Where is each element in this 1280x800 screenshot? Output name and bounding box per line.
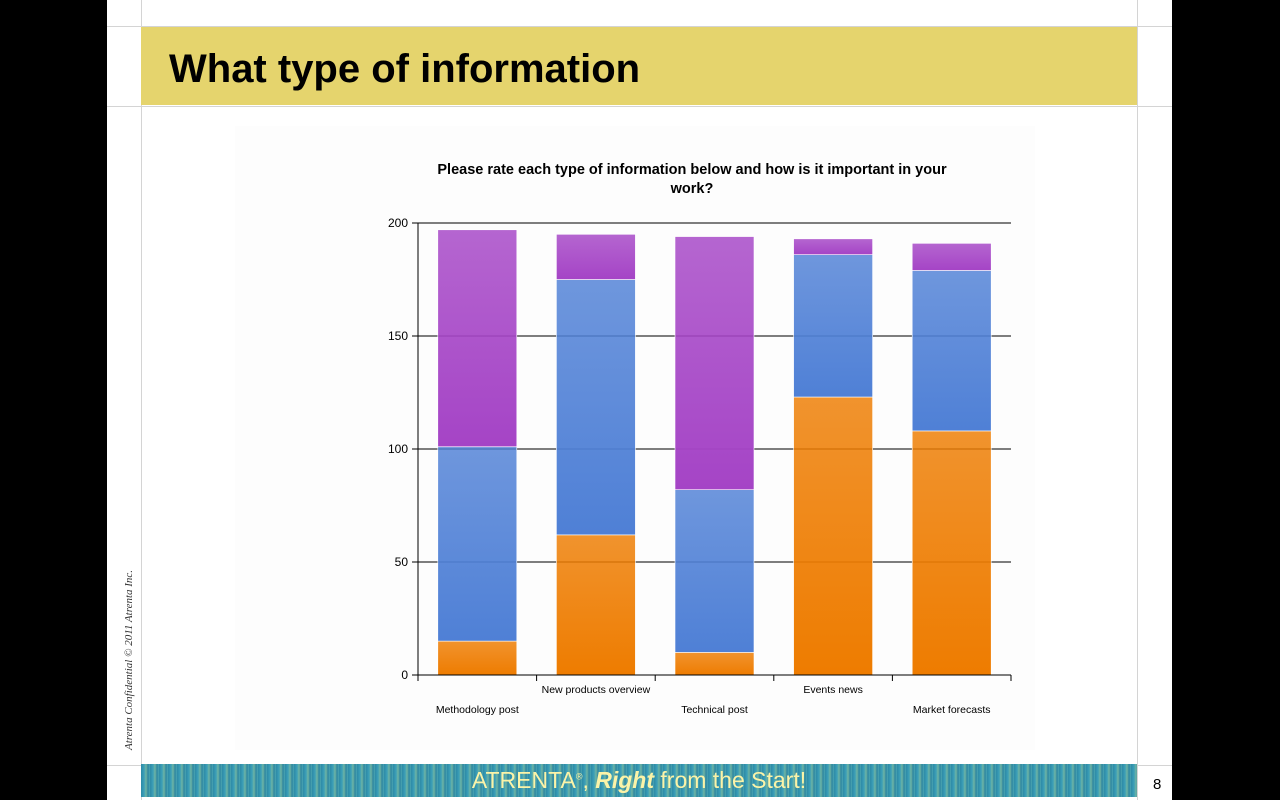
- guide-line-title: [107, 106, 1172, 107]
- bar-middle-4: [793, 254, 873, 398]
- bar-high-1: [437, 229, 518, 448]
- guide-line-top: [107, 26, 1172, 27]
- confidential-notice: Atrenta Confidential © 2011 Atrenta Inc.: [123, 569, 135, 750]
- title-band: What type of information: [141, 27, 1137, 105]
- bar-high-5: [911, 243, 992, 271]
- bar-high-2: [556, 234, 636, 280]
- bar-low-5: [911, 430, 992, 676]
- y-tick-label-150: 150: [388, 329, 408, 343]
- footer-trademark: ®: [575, 771, 583, 782]
- chart-title-line2: work?: [670, 181, 714, 197]
- x-tick-label-3: Technical post: [681, 704, 748, 716]
- bar-high-3: [674, 236, 755, 490]
- x-tick-label-1: Methodology post: [436, 704, 519, 716]
- page-number: 8: [1153, 776, 1162, 793]
- bar-low-3: [674, 652, 755, 676]
- chart-area: Please rate each type of information bel…: [235, 126, 1035, 750]
- bar-middle-1: [437, 446, 518, 642]
- bar-low-1: [437, 640, 518, 676]
- footer-banner: ATRENTA®, Right from the Start!: [141, 764, 1137, 797]
- x-tick-label-2: New products overview: [542, 684, 651, 696]
- footer-brand: ATRENTA: [471, 767, 576, 793]
- chart-title: Please rate each type of information bel…: [437, 162, 947, 178]
- y-tick-label-200: 200: [388, 216, 408, 230]
- bar-middle-2: [556, 279, 636, 536]
- slide-title: What type of information: [169, 47, 641, 91]
- footer-rest: from the Start!: [654, 767, 807, 793]
- footer-comma: ,: [582, 767, 596, 793]
- x-tick-label-4: Events news: [803, 684, 863, 696]
- slide: What type of information Please rate eac…: [107, 0, 1172, 800]
- guide-line-left: [141, 0, 142, 800]
- y-tick-label-0: 0: [401, 668, 408, 682]
- bar-high-4: [793, 238, 873, 255]
- footer-emphasis: Right: [595, 767, 654, 793]
- y-tick-label-100: 100: [388, 442, 408, 456]
- x-tick-label-5: Market forecasts: [913, 704, 991, 716]
- bar-low-4: [793, 396, 873, 676]
- footer-slogan: ATRENTA®, Right from the Start!: [141, 767, 1137, 794]
- guide-line-right: [1137, 0, 1138, 800]
- bar-middle-5: [911, 270, 992, 432]
- stacked-bar-chart: Please rate each type of information bel…: [388, 162, 1012, 716]
- bar-middle-3: [674, 489, 755, 653]
- y-tick-label-50: 50: [395, 555, 409, 569]
- bar-low-2: [556, 534, 636, 676]
